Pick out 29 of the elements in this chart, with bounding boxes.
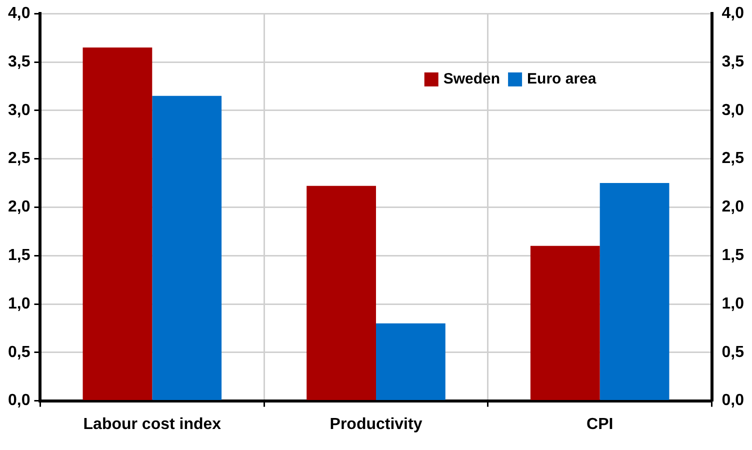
y2-tick-label: 1,0	[722, 295, 744, 312]
y2-tick-label: 0,0	[722, 392, 744, 410]
y-tick-label: 1,5	[8, 247, 30, 264]
bar	[82, 47, 152, 400]
bar	[152, 96, 222, 400]
y2-tick-label: 2,0	[722, 198, 744, 216]
bar	[376, 323, 446, 400]
y-tick-label: 3,0	[8, 102, 30, 119]
y2-tick-label: 0,5	[722, 344, 744, 361]
y-tick-label: 2,0	[8, 198, 30, 216]
x-tick-label: CPI	[586, 416, 614, 433]
y2-tick-label: 1,5	[722, 247, 744, 264]
y2-tick-label: 3,0	[722, 102, 744, 119]
bar	[600, 183, 670, 400]
legend-label: Euro area	[527, 70, 597, 88]
bar	[530, 246, 600, 400]
y2-tick-label: 2,5	[722, 150, 744, 168]
x-tick-label: Productivity	[330, 416, 422, 433]
y-tick-label: 2,5	[8, 150, 30, 168]
legend-label: Sweden	[443, 70, 500, 88]
y-tick-label: 1,0	[8, 295, 30, 312]
y-tick-label: 0,5	[8, 344, 30, 361]
x-tick-label: Labour cost index	[83, 416, 222, 433]
y-tick-label: 4,0	[8, 5, 30, 22]
y-tick-label: 3,5	[8, 53, 30, 70]
y2-tick-label: 3,5	[722, 53, 744, 70]
y2-tick-label: 4,0	[722, 5, 744, 22]
y-tick-label: 0,0	[8, 392, 30, 410]
bar	[306, 186, 376, 400]
